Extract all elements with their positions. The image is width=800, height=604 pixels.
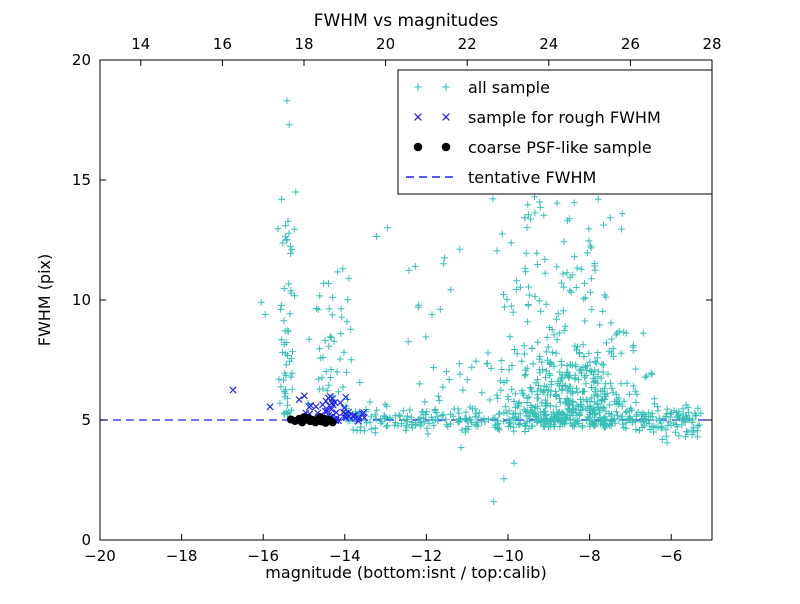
svg-text:24: 24 [539, 35, 558, 53]
svg-text:28: 28 [702, 35, 721, 53]
legend-box [397, 69, 713, 195]
svg-text:−6: −6 [660, 547, 682, 565]
scatter-series [229, 97, 705, 505]
legend-label: all sample [468, 78, 550, 97]
plus-marker-icon [414, 83, 450, 91]
svg-text:10: 10 [72, 291, 91, 309]
series-plus [257, 97, 705, 505]
x-axis-label: magnitude (bottom:isnt / top:calib) [265, 563, 546, 582]
legend-entry: all sample [414, 78, 550, 97]
svg-text:0: 0 [81, 531, 91, 549]
legend-entry: sample for rough FWHM [414, 108, 661, 127]
chart-title: FWHM vs magnitudes [314, 11, 499, 31]
svg-text:22: 22 [458, 35, 477, 53]
svg-text:−14: −14 [329, 547, 361, 565]
svg-text:−10: −10 [492, 547, 524, 565]
svg-text:20: 20 [376, 35, 395, 53]
svg-text:5: 5 [81, 411, 91, 429]
svg-text:20: 20 [72, 51, 91, 69]
svg-text:14: 14 [131, 35, 150, 53]
series-dot [286, 413, 337, 427]
svg-text:−18: −18 [166, 547, 198, 565]
svg-text:−16: −16 [247, 547, 279, 565]
dot-marker-icon [441, 142, 451, 152]
axis-ticks: −20 −18 −16 −14 −12 −10 −8 −6 14 16 18 20 22 24 26 28 0 5… [72, 35, 722, 565]
legend-entry: coarse PSF-like sample [413, 138, 652, 157]
svg-text:−8: −8 [579, 547, 601, 565]
x-marker-icon [414, 113, 450, 121]
legend-label: coarse PSF-like sample [468, 138, 652, 157]
legend-entry: tentative FWHM [406, 168, 596, 187]
svg-text:15: 15 [72, 171, 91, 189]
svg-text:−20: −20 [84, 547, 116, 565]
y-axis-label: FWHM (pix) [35, 254, 54, 347]
svg-text:18: 18 [294, 35, 313, 53]
svg-text:−12: −12 [411, 547, 443, 565]
svg-text:16: 16 [213, 35, 232, 53]
dot-marker-icon [413, 142, 423, 152]
legend-label: sample for rough FWHM [468, 108, 661, 127]
svg-text:26: 26 [621, 35, 640, 53]
legend: all sample sample for rough FWHM coarse PS… [397, 69, 713, 195]
legend-label: tentative FWHM [468, 168, 596, 187]
